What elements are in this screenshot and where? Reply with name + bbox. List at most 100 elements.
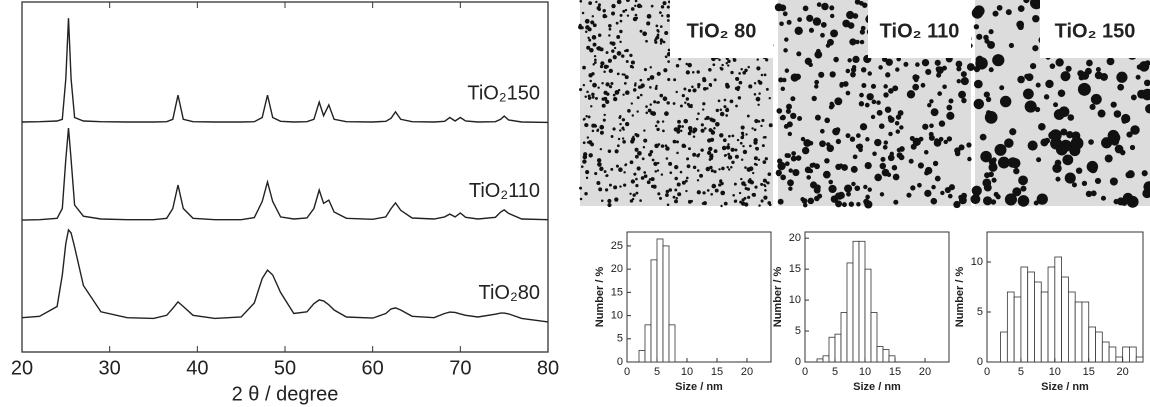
particle <box>597 162 602 167</box>
particle <box>811 95 817 102</box>
particle <box>864 102 870 108</box>
particle <box>674 199 678 204</box>
particle <box>929 123 934 129</box>
particle <box>659 39 664 43</box>
particle <box>637 150 642 156</box>
particle <box>704 117 707 121</box>
particle <box>691 70 695 74</box>
particle <box>691 85 694 89</box>
particle <box>776 171 781 177</box>
particle <box>630 179 636 184</box>
bar <box>876 346 884 363</box>
particle <box>658 11 662 14</box>
particle <box>623 49 627 53</box>
bar <box>1006 291 1015 363</box>
particle <box>888 131 893 137</box>
particle <box>625 48 629 53</box>
particle <box>1070 136 1084 150</box>
particle <box>973 79 983 89</box>
particle <box>725 108 730 113</box>
particle <box>636 110 639 113</box>
particle <box>593 61 597 64</box>
particle <box>797 17 803 23</box>
particle <box>587 96 591 100</box>
particle <box>599 124 605 130</box>
particle <box>717 99 721 103</box>
particle <box>1023 0 1030 4</box>
particle <box>1018 175 1028 186</box>
particle <box>622 9 626 13</box>
particle <box>615 21 619 25</box>
particle <box>599 130 604 135</box>
particle <box>765 87 769 91</box>
particle <box>579 186 583 190</box>
particle <box>629 192 632 195</box>
particle <box>1090 93 1102 105</box>
particle <box>760 124 763 128</box>
particle <box>592 63 595 66</box>
particle <box>730 70 734 75</box>
particle <box>715 121 720 127</box>
x-tick-label: 20 <box>1117 366 1129 378</box>
particle <box>673 78 677 82</box>
particle <box>814 79 820 85</box>
particle <box>702 76 706 81</box>
particle <box>979 133 987 141</box>
particle <box>585 115 588 118</box>
particle <box>784 161 790 167</box>
bar <box>834 333 842 363</box>
particle <box>819 140 826 148</box>
particle <box>938 136 944 142</box>
xrd-curve <box>21 228 549 323</box>
particle <box>788 168 793 173</box>
particle <box>591 15 595 18</box>
particle <box>608 27 612 31</box>
particle <box>609 41 613 45</box>
particle <box>1060 128 1068 136</box>
particle <box>684 101 687 104</box>
label-box <box>670 0 773 58</box>
image-label: TiO₂ 150 <box>1055 20 1136 42</box>
particle <box>585 170 590 175</box>
particle <box>1090 190 1097 197</box>
image-label: TiO₂ 110 <box>880 20 960 42</box>
particle <box>888 116 895 123</box>
particle <box>777 198 784 205</box>
particle <box>654 40 658 44</box>
particle <box>802 5 809 12</box>
particle <box>586 90 589 94</box>
bar <box>1020 266 1029 363</box>
particle <box>917 162 924 169</box>
particle <box>808 140 814 146</box>
particle <box>1126 131 1133 138</box>
particle <box>883 140 889 145</box>
y-tick-label: 5 <box>617 333 623 345</box>
particle <box>603 70 606 74</box>
particle <box>654 87 658 90</box>
particle <box>786 121 793 128</box>
particle <box>590 142 595 147</box>
particle <box>623 73 626 76</box>
x-tick-label: 5 <box>1018 366 1024 378</box>
particle <box>740 158 744 161</box>
particle <box>956 66 962 72</box>
y-tick-label: 25 <box>611 240 623 252</box>
particle <box>927 102 932 108</box>
bar <box>668 324 676 363</box>
particle <box>630 102 633 105</box>
particle <box>856 202 861 207</box>
particle <box>1035 82 1041 88</box>
particle <box>829 13 835 19</box>
particle <box>1055 176 1061 182</box>
particle <box>788 186 793 191</box>
particle <box>648 152 652 157</box>
particle <box>892 173 900 181</box>
particle <box>1086 59 1093 67</box>
particle <box>946 104 953 111</box>
particle <box>596 129 600 133</box>
particle <box>948 184 956 191</box>
particle <box>760 199 764 203</box>
particle <box>631 137 636 142</box>
particle <box>1008 42 1015 49</box>
particle <box>702 86 707 91</box>
